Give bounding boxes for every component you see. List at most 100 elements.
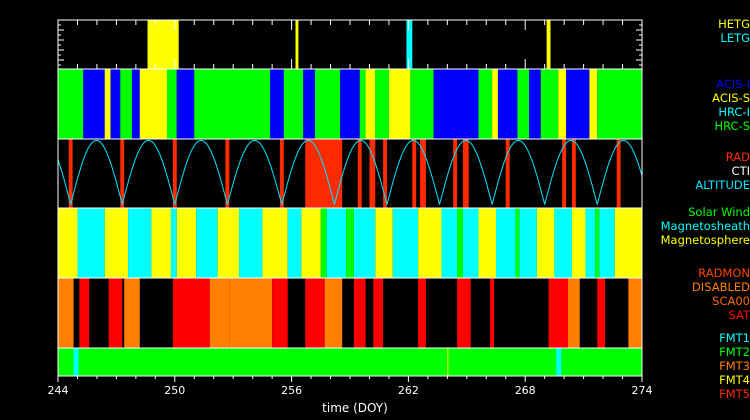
segment-magnetosheath [287,208,302,278]
legend-altitude: ALTITUDE [695,178,750,192]
segment-fmt1 [73,348,79,376]
segment-rad [68,139,73,208]
segment-magnetosphere [375,208,393,278]
segment-sat [457,278,471,348]
legend-fmt5: FMT5 [719,387,750,401]
segment-hrc-s [283,69,304,139]
segment-solar-wind [320,208,327,278]
segment-sat [373,278,384,348]
segment-hrc-s [478,69,493,139]
segment-sat [490,278,495,348]
legend-sat: SAT [728,308,750,322]
segment-acis-s [104,69,111,139]
segment-solar-wind [595,208,600,278]
legend-fmt2: FMT2 [719,345,750,359]
segment-acis-i [270,69,284,139]
x-axis-label: time (DOY) [322,401,388,415]
segment-magnetosphere [176,208,197,278]
segment-rad [383,139,387,208]
legend-magnetosheath: Magnetosheath [660,219,750,233]
segment-magnetosphere [536,208,555,278]
segment-acis-s [492,69,498,139]
segment-magnetosphere [58,208,78,278]
segment-magnetosphere [418,208,442,278]
segment-magnetosheath [170,208,177,278]
segment-sat [172,278,187,348]
segment-magnetosphere [571,208,586,278]
legend-fmt1: FMT1 [719,331,750,345]
segment-rad [225,139,230,208]
legend-hrc-s: HRC-S [714,119,750,133]
segment-hetg [147,20,179,69]
segment-rad [453,139,458,208]
segment-acis-i [340,69,360,139]
segment-acis-i [83,69,105,139]
altitude-curve [58,139,642,205]
segment-rad [571,139,576,208]
segment-rad [505,139,510,208]
segment-disabled [568,278,580,348]
panel-radmon [57,277,643,349]
segment-magnetosphere [104,208,129,278]
segment-hrc-s [167,69,177,139]
segment-magnetosheath [196,208,218,278]
segment-magnetosphere [217,208,240,278]
panel-background [58,348,642,376]
segment-magnetosheath [392,208,419,278]
segment-magnetosheath [585,208,596,278]
segment-magnetosphere [301,208,321,278]
segment-sat [353,278,366,348]
segment-acis-i [529,69,541,139]
segment-magnetosheath [77,208,105,278]
segment-acis-s [139,69,168,139]
panel-radiation [57,138,643,209]
segment-hrc-s [410,69,434,139]
segment-acis-i [131,69,140,139]
segment-sat [79,278,90,348]
segment-hetg [295,20,299,69]
segment-magnetosheath [128,208,152,278]
segment-hrc-s [597,69,642,139]
segment-magnetosphere [151,208,171,278]
segment-magnetosphere [262,208,288,278]
segment-disabled [628,278,642,348]
segment-acis-i [303,69,315,139]
segment-magnetosheath [599,208,615,278]
segment-magnetosheath [519,208,537,278]
segment-magnetosheath [353,208,376,278]
x-tick-label: 256 [281,384,302,397]
segment-rad [279,139,284,208]
segment-sat [108,278,123,348]
panel-format [57,347,643,377]
legend-hetg: HETG [718,17,750,31]
segment-disabled [209,278,230,348]
segment-hrc-s [359,69,366,139]
segment-hrc-s [314,69,341,139]
legend-radmon: RADMON [698,266,750,280]
segment-acis-i [566,69,590,139]
panel-background [58,278,642,348]
segment-hrc-s [375,69,389,139]
segment-magnetosphere [478,208,496,278]
segment-acis-i [110,69,121,139]
segment-acis-s [365,69,376,139]
panel-environment [57,207,643,279]
x-tick-label: 268 [515,384,536,397]
segment-disabled [124,278,140,348]
segment-fmt4 [447,348,449,376]
segment-rad [412,139,417,208]
segment-magnetosheath [441,208,458,278]
segment-rad [369,139,376,208]
segment-sat [305,278,325,348]
segment-solar-wind [346,208,354,278]
segment-hrc-s [194,69,271,139]
segment-magnetosheath [462,208,479,278]
legend-sca00: SCA00 [712,294,750,308]
segment-acis-i [497,69,518,139]
segment-rad [616,139,621,208]
segment-hetg [546,20,551,69]
segment-rad [357,139,362,208]
x-tick-label: 250 [164,384,185,397]
segment-solar-wind [515,208,520,278]
